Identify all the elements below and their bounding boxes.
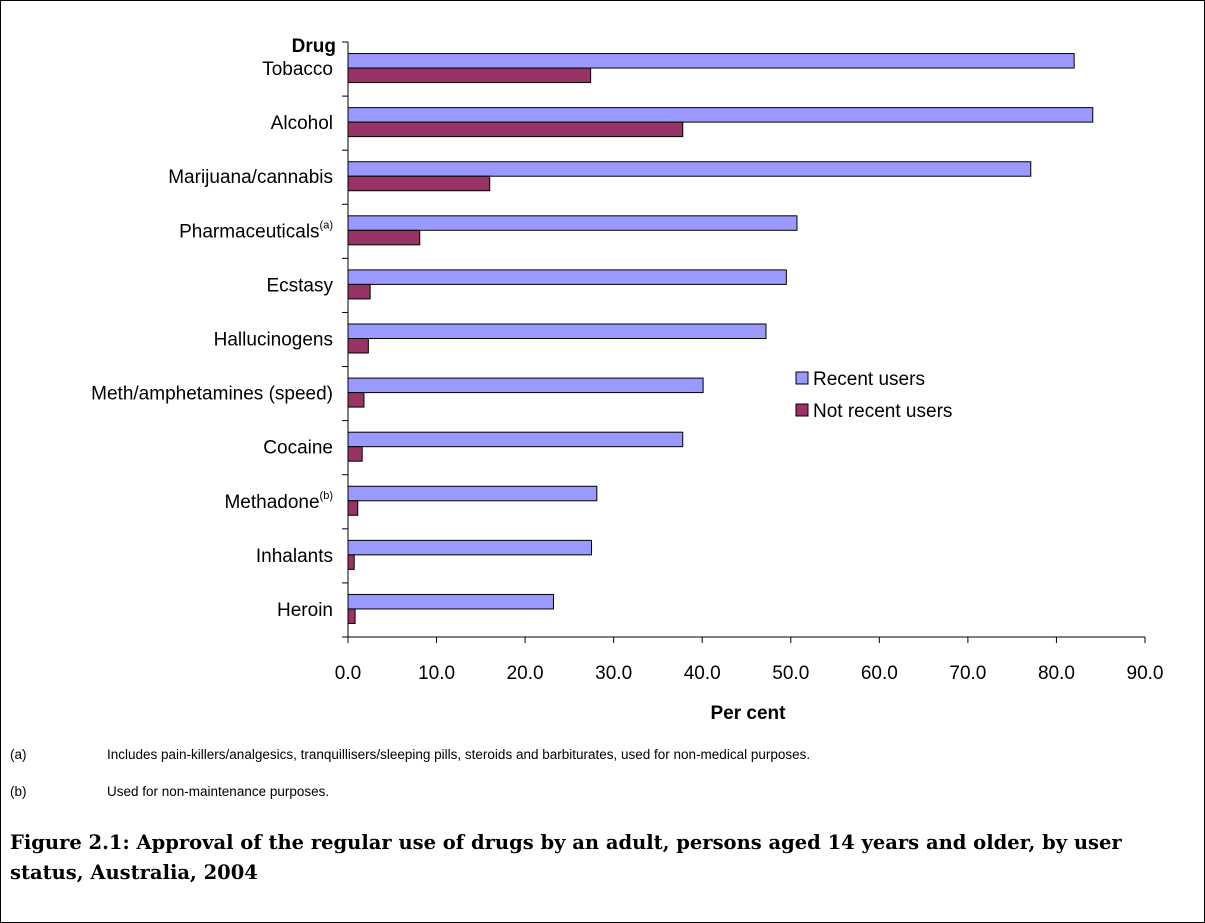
x-tick-label: 20.0 <box>507 663 544 684</box>
category-label: Methadone(b) <box>224 490 333 513</box>
bar-not-recent-5 <box>347 338 369 354</box>
bar-recent-1 <box>347 107 1094 123</box>
x-tick-label: 0.0 <box>335 663 361 684</box>
bar-not-recent-4 <box>347 283 371 300</box>
bar-not-recent-6 <box>347 392 365 408</box>
bar-recent-8 <box>347 485 598 502</box>
category-label: Heroin <box>277 600 333 621</box>
x-tick-label: 10.0 <box>418 663 455 684</box>
x-tick-label: 40.0 <box>684 663 721 684</box>
bar-not-recent-7 <box>347 446 363 462</box>
bar-not-recent-10 <box>347 608 356 624</box>
category-label: Cocaine <box>263 438 333 459</box>
footnote-b-label: (b) <box>10 784 27 799</box>
bar-not-recent-8 <box>347 500 359 516</box>
x-tick-label: 90.0 <box>1127 663 1164 684</box>
x-tick-label: 30.0 <box>595 663 632 684</box>
category-label: Hallucinogens <box>214 330 333 351</box>
footnote-a: (a) Includes pain-killers/analgesics, tr… <box>10 747 1190 765</box>
footnote-a-text: Includes pain-killers/analgesics, tranqu… <box>107 747 811 762</box>
bar-not-recent-0 <box>347 67 592 84</box>
category-label: Inhalants <box>256 546 333 567</box>
bar-not-recent-3 <box>347 229 421 246</box>
x-tick-label: 70.0 <box>949 663 986 684</box>
figure-caption: Figure 2.1: Approval of the regular use … <box>10 831 1122 884</box>
x-tick-label: 60.0 <box>861 663 898 684</box>
category-axis-title: Drug <box>292 36 336 57</box>
x-tick-label: 80.0 <box>1038 663 1075 684</box>
category-labels: Tobacco Alcohol Marijuana/cannabis Pharmace… <box>91 59 333 621</box>
bars-group <box>347 53 1094 624</box>
category-label: Tobacco <box>262 59 333 80</box>
bar-recent-3 <box>347 215 798 231</box>
bar-not-recent-2 <box>347 175 491 192</box>
category-footnote-marker: (a) <box>320 219 333 231</box>
bar-recent-10 <box>347 593 554 610</box>
bar-not-recent-9 <box>347 554 355 570</box>
legend-swatch-not-recent <box>795 403 809 417</box>
footnote-a-label: (a) <box>10 747 27 762</box>
legend: Recent users Not recent users <box>795 369 952 422</box>
category-label: Marijuana/cannabis <box>168 167 333 188</box>
category-label: Meth/amphetamines (speed) <box>91 384 333 405</box>
bar-chart: Drug Tobacco Alcohol Marijuana/cannabis Pha… <box>91 36 1164 724</box>
bar-recent-9 <box>347 539 593 556</box>
footnote-b-text: Used for non-maintenance purposes. <box>107 784 330 799</box>
category-label: Ecstasy <box>266 275 333 296</box>
legend-label-not-recent: Not recent users <box>813 401 952 422</box>
category-footnote-marker: (b) <box>320 490 333 502</box>
x-tick-label: 50.0 <box>772 663 809 684</box>
x-tick-labels: 0.0 10.0 20.0 30.0 40.0 50.0 60.0 70.0 80.0 90.0 <box>335 663 1164 684</box>
bar-recent-4 <box>347 269 787 285</box>
bar-recent-5 <box>347 323 767 339</box>
bar-not-recent-1 <box>347 121 684 138</box>
legend-label-recent: Recent users <box>813 369 925 390</box>
legend-swatch-recent <box>795 371 809 385</box>
bar-recent-2 <box>347 161 1032 177</box>
category-label: Pharmaceuticals(a) <box>179 219 333 242</box>
footnote-b: (b) Used for non-maintenance purposes. <box>10 784 1190 802</box>
x-axis-title: Per cent <box>711 703 787 724</box>
bar-recent-6 <box>347 377 704 394</box>
bar-recent-7 <box>347 431 684 448</box>
category-label: Alcohol <box>271 113 333 134</box>
axes <box>342 41 1146 643</box>
bar-recent-0 <box>347 53 1075 69</box>
